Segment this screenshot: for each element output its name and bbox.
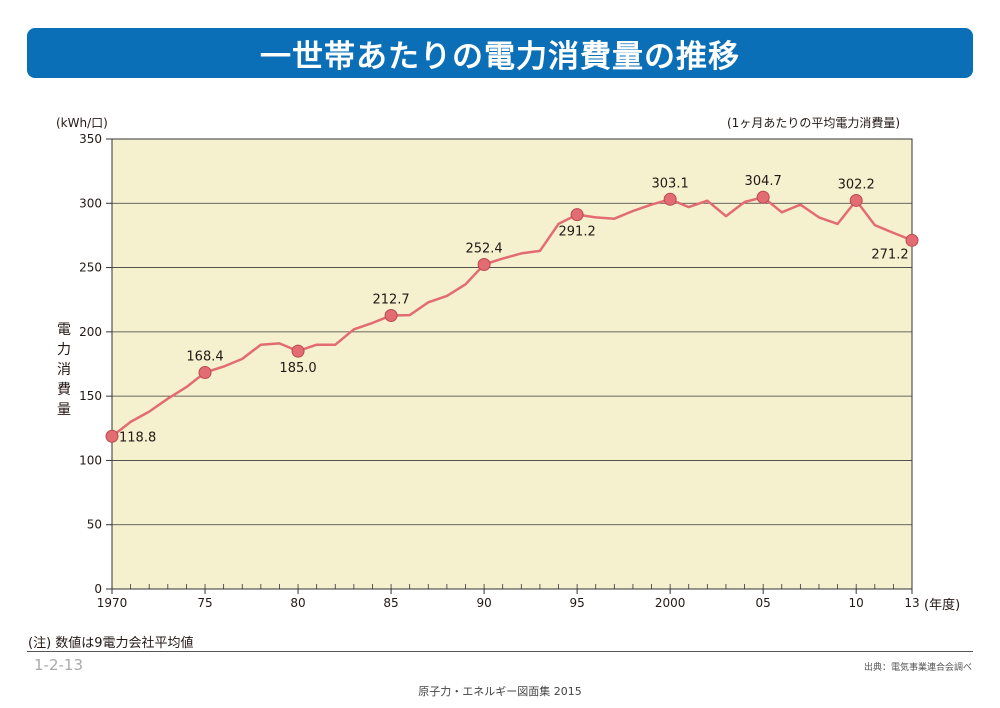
chart-title: 一世帯あたりの電力消費量の推移 xyxy=(260,38,740,75)
data-point-marker xyxy=(756,190,770,204)
y-tick-label: 250 xyxy=(79,261,102,275)
book-title: 原子力・エネルギー図面集 2015 xyxy=(418,685,582,698)
series-line xyxy=(111,195,913,438)
y-tick-label: 0 xyxy=(94,582,102,596)
x-tick-label: 90 xyxy=(476,596,491,610)
data-label: 168.4 xyxy=(186,349,223,364)
data-point-marker xyxy=(105,429,119,443)
y-axis-title: 電力消費量 xyxy=(57,322,71,418)
x-tick-label: 75 xyxy=(197,596,212,610)
plot-frame xyxy=(111,138,913,590)
footnote: (注) 数値は9電力会社平均値 xyxy=(28,636,194,651)
x-tick-label: 10 xyxy=(849,596,864,610)
data-point-marker xyxy=(849,193,863,207)
y-unit-label: (kWh/口) xyxy=(56,116,108,130)
data-label: 118.8 xyxy=(119,430,156,445)
source-credit: 出典：電気事業連合会調べ xyxy=(863,663,972,673)
x-tick-label: 05 xyxy=(756,596,771,610)
y-tick-label: 300 xyxy=(79,196,102,210)
data-label: 302.2 xyxy=(838,177,875,192)
data-label: 271.2 xyxy=(871,247,908,262)
x-tick-label: 1970 xyxy=(97,596,128,610)
title-banner: 一世帯あたりの電力消費量の推移 xyxy=(27,28,973,78)
y-tick-label: 50 xyxy=(87,518,102,532)
data-label: 212.7 xyxy=(372,293,409,308)
data-point-marker xyxy=(570,208,584,222)
data-point-marker xyxy=(384,309,398,323)
y-tick-label: 200 xyxy=(79,325,102,339)
chart-subtitle: (1ヶ月あたりの平均電力消費量) xyxy=(727,116,900,130)
data-label: 185.0 xyxy=(279,361,316,376)
x-axis-unit: (年度) xyxy=(924,598,961,613)
x-tick-label: 95 xyxy=(569,596,584,610)
data-point-marker xyxy=(663,192,677,206)
y-tick-label: 350 xyxy=(79,132,102,146)
data-point-marker xyxy=(905,233,919,247)
x-tick-label: 2000 xyxy=(655,596,686,610)
y-tick-label: 150 xyxy=(79,389,102,403)
data-point-marker xyxy=(477,257,491,271)
x-tick-label: 80 xyxy=(290,596,305,610)
data-label: 304.7 xyxy=(745,174,782,189)
plot-area xyxy=(112,139,912,589)
data-label: 291.2 xyxy=(559,225,596,240)
data-point-marker xyxy=(291,344,305,358)
data-label: 303.1 xyxy=(652,176,689,191)
x-tick-label: 85 xyxy=(383,596,398,610)
y-tick-label: 100 xyxy=(79,453,102,467)
footer-divider xyxy=(27,651,973,652)
page-number: 1-2-13 xyxy=(34,656,83,674)
data-label: 252.4 xyxy=(465,241,502,256)
x-tick-label: 13 xyxy=(904,596,919,610)
data-point-marker xyxy=(198,365,212,379)
